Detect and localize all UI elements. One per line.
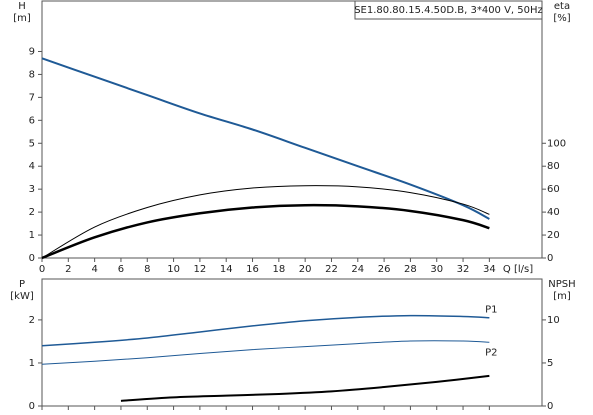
y-axis-label: H	[18, 1, 26, 12]
x-tick-label: 6	[118, 264, 124, 275]
y-axis-unit: [m]	[13, 13, 31, 24]
y-tick-label: 2	[29, 207, 35, 218]
y-tick-label: 2	[29, 315, 35, 326]
x-tick-label: 34	[483, 264, 496, 275]
x-tick-label: 20	[299, 264, 312, 275]
y2-tick-label: 100	[547, 138, 566, 149]
y-tick-label: 5	[29, 138, 35, 149]
x-tick-label: 8	[144, 264, 150, 275]
curve	[41, 340, 490, 365]
x-tick-label: 4	[91, 264, 97, 275]
y2-tick-label: 20	[547, 230, 560, 241]
x-tick-label: 28	[404, 264, 417, 275]
x-tick-label: 32	[457, 264, 470, 275]
x-tick-label: 16	[246, 264, 259, 275]
x-tick-label: 22	[325, 264, 338, 275]
y-tick-label: 6	[29, 115, 35, 126]
x-tick-label: 12	[194, 264, 207, 275]
y-tick-label: 1	[29, 230, 35, 241]
y-tick-label: 7	[29, 92, 35, 103]
y-axis-unit: [kW]	[10, 291, 34, 302]
y2-tick-label: 80	[547, 161, 560, 172]
x-tick-label: 10	[167, 264, 180, 275]
plot-frame	[41, 278, 543, 407]
y2-tick-label: 60	[547, 184, 560, 195]
x-tick-label: 2	[65, 264, 71, 275]
y-tick-label: 1	[29, 358, 35, 369]
y2-axis-label: eta	[554, 1, 570, 12]
x-axis-label: Q [l/s]	[503, 264, 533, 275]
curve	[41, 203, 490, 260]
y2-axis-unit: [m]	[553, 291, 571, 302]
y-tick-label: 9	[29, 46, 35, 57]
x-tick-label: 26	[378, 264, 391, 275]
y-tick-label: 0	[29, 401, 35, 412]
x-tick-label: 24	[351, 264, 364, 275]
y-tick-label: 4	[29, 161, 35, 172]
y2-tick-label: 40	[547, 207, 560, 218]
y2-tick-label: 0	[547, 253, 553, 264]
curve	[41, 57, 490, 220]
x-tick-label: 30	[430, 264, 443, 275]
x-tick-label: 18	[272, 264, 285, 275]
curve	[41, 314, 490, 347]
y-axis-label: P	[19, 279, 25, 290]
y-tick-label: 3	[29, 184, 35, 195]
x-tick-label: 14	[220, 264, 233, 275]
curve	[41, 185, 490, 259]
curve-label: P2	[485, 347, 497, 358]
plot-frame	[41, 0, 543, 259]
x-tick-label: 0	[39, 264, 45, 275]
y2-axis-label: NPSH	[548, 279, 575, 290]
y2-tick-label: 0	[547, 401, 553, 412]
chart-title: SE1.80.80.15.4.50D.B, 3*400 V, 50Hz	[354, 5, 543, 16]
curve	[120, 374, 490, 402]
y-tick-label: 0	[29, 253, 35, 264]
curve-label: P1	[485, 305, 497, 316]
y2-axis-unit: [%]	[553, 13, 570, 24]
title-box	[354, 0, 543, 20]
y-tick-label: 8	[29, 69, 35, 80]
y2-tick-label: 5	[547, 358, 553, 369]
y2-tick-label: 10	[547, 315, 560, 326]
